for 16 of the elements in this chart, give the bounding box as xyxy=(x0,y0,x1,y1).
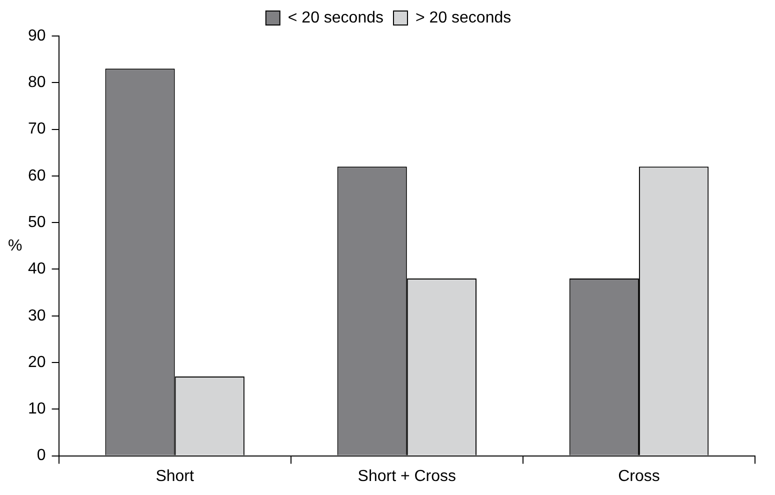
y-tick-label: 40 xyxy=(28,260,46,278)
y-tick-label: 20 xyxy=(28,354,46,371)
y-tick-label: 0 xyxy=(36,447,46,464)
y-tick-label: 70 xyxy=(28,120,46,138)
y-tick-label: 60 xyxy=(28,167,46,184)
y-tick-label: 30 xyxy=(28,307,46,324)
legend-label: < 20 seconds xyxy=(288,9,384,26)
y-tick-label: 90 xyxy=(28,27,46,44)
y-tick-label: 50 xyxy=(28,214,46,231)
x-tick-label: Cross xyxy=(618,468,660,485)
y-tick-label: 10 xyxy=(28,400,46,418)
y-axis-title: % xyxy=(8,237,22,254)
x-tick-label: Short + Cross xyxy=(358,468,456,485)
x-tick-label: Short xyxy=(156,468,195,485)
legend-label: > 20 seconds xyxy=(416,9,512,26)
y-tick-label: 80 xyxy=(28,74,46,92)
